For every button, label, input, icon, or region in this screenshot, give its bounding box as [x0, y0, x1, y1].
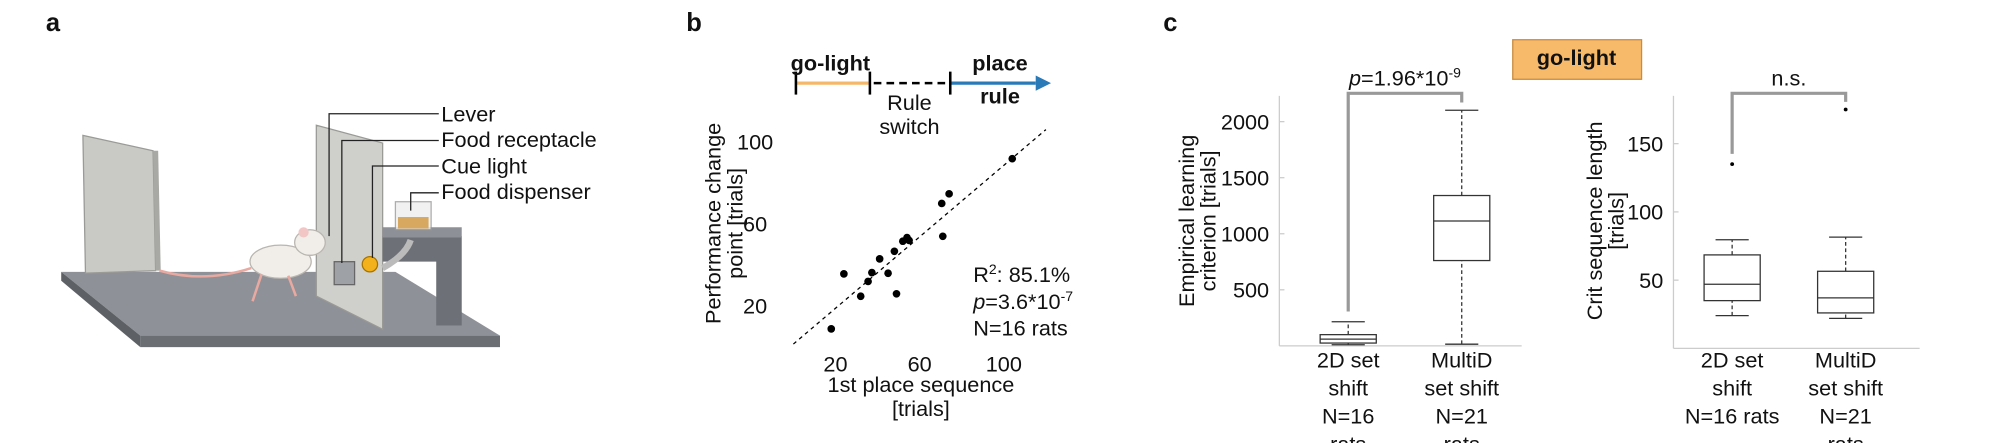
text-segment: N=16 rats [973, 316, 1068, 341]
x-tick-label: set shift [1808, 376, 1883, 401]
x-tick-label: 20 [823, 351, 847, 376]
x-tick-label: N=21 [1819, 404, 1871, 429]
phase-label: place [972, 50, 1027, 75]
data-point [840, 270, 848, 278]
y-tick-label: 500 [1233, 277, 1269, 302]
significance-bracket [1730, 91, 1848, 154]
panel-label: a [46, 9, 61, 37]
x-tick-label: 2D set [1701, 348, 1764, 373]
annotation: N=16 rats [973, 316, 1068, 341]
x-axis-label: 1st place sequence [828, 372, 1015, 397]
text-segment: -9 [1448, 65, 1461, 81]
significance-label: p=1.96*10-9 [1348, 65, 1461, 91]
data-point [938, 232, 947, 241]
x-tick-label: MultiD [1431, 348, 1492, 373]
x-tick-label: N=16 rats [1685, 404, 1780, 429]
data-point [892, 289, 901, 298]
x-tick-label: 100 [986, 351, 1022, 376]
text-segment: R [973, 262, 989, 287]
text-segment: =3.6*10 [985, 289, 1060, 314]
x-tick-label: set shift [1424, 376, 1499, 401]
data-point [884, 269, 892, 278]
panel-label: b [686, 9, 702, 37]
text-segment: =1.96*10 [1361, 66, 1448, 91]
x-tick-label: rats [1330, 432, 1366, 443]
x-tick-label: 2D set [1317, 348, 1380, 373]
significance-label: n.s. [1771, 66, 1806, 91]
outlier [1730, 162, 1735, 167]
outlier [1843, 107, 1848, 112]
data-point [890, 247, 899, 256]
fit-line [792, 129, 1047, 345]
data-point [937, 199, 946, 208]
y-tick-label: 100 [737, 130, 773, 155]
apparatus-illustration [61, 113, 501, 348]
data-point [868, 268, 876, 277]
text-segment: -7 [1061, 288, 1074, 304]
x-tick-label: shift [1328, 376, 1368, 401]
box [1816, 270, 1875, 314]
x-tick-label: N=21 [1436, 404, 1488, 429]
x-tick-label: MultiD [1815, 348, 1876, 373]
data-point [856, 292, 865, 301]
x-tick-label: 60 [908, 351, 932, 376]
y-axis-label: point [trials] [722, 168, 747, 279]
x-tick-label: rats [1444, 432, 1480, 443]
text-segment: 2 [989, 261, 997, 277]
text-segment: : 85.1% [997, 262, 1071, 287]
text-segment: p [972, 289, 985, 314]
phase-label: switch [879, 114, 939, 139]
y-tick-label: 2000 [1221, 109, 1269, 134]
significance-bracket [1346, 91, 1464, 312]
y-axis-label: Performance change [701, 123, 726, 324]
y-axis-label: [trials] [1604, 192, 1629, 250]
data-point [945, 189, 953, 198]
illustration-label: Food dispenser [441, 179, 590, 204]
phase-label: Rule [887, 90, 932, 115]
y-tick-label: 1000 [1221, 221, 1269, 246]
x-tick-label: rats [1828, 432, 1864, 443]
panel-label: c [1163, 9, 1177, 37]
condition-label: go-light [1537, 45, 1616, 70]
condition-banner [1512, 39, 1643, 80]
y-tick-label: 150 [1627, 131, 1663, 156]
y-axis-label: criterion [trials] [1196, 150, 1221, 291]
data-point [827, 325, 836, 333]
box [1703, 254, 1761, 302]
y-tick-label: 50 [1639, 268, 1663, 293]
phase-label: go-light [791, 50, 870, 75]
data-point [1008, 154, 1017, 163]
y-axis-label: Empirical learning [1174, 135, 1199, 307]
phase-arrow [1035, 75, 1052, 91]
y-tick-label: 20 [743, 294, 767, 319]
y-tick-label: 1500 [1221, 165, 1269, 190]
x-tick-label: shift [1712, 376, 1752, 401]
annotation: R2: 85.1% [973, 261, 1070, 287]
illustration-label: Food receptacle [441, 127, 596, 152]
text-segment: n.s. [1771, 66, 1806, 91]
phase-label: rule [980, 84, 1020, 109]
illustration-label: Lever [441, 101, 495, 126]
box [1433, 194, 1491, 262]
illustration-label: Cue light [441, 154, 527, 179]
data-point [864, 277, 872, 286]
y-tick-label: 60 [743, 212, 767, 237]
y-tick-label: 100 [1627, 200, 1663, 225]
x-tick-label: N=16 [1322, 404, 1374, 429]
y-axis-label: Crit sequence length [1582, 121, 1607, 320]
x-axis-label: [trials] [892, 396, 950, 421]
text-segment: p [1348, 66, 1361, 91]
data-point [875, 255, 884, 263]
data-point [905, 236, 913, 245]
annotation: p=3.6*10-7 [972, 288, 1073, 314]
